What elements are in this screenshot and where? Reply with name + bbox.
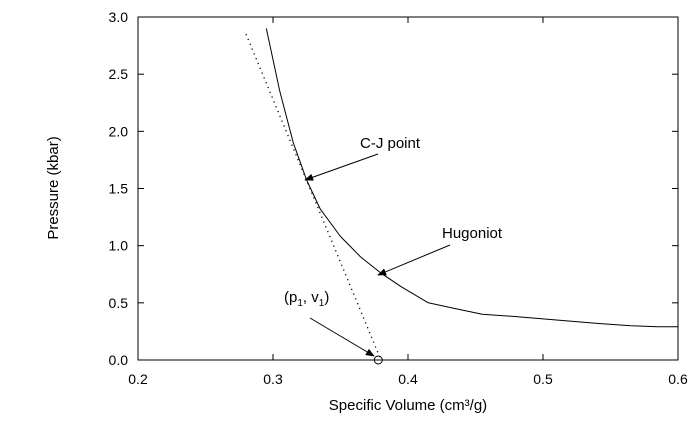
y-tick-label: 2.0 (109, 123, 129, 139)
annotation-cj-point: C-J point (304, 135, 421, 181)
annotation-hugoniot-label: Hugoniot (442, 225, 503, 242)
annotation-p1-v1: (p1, v1) (284, 289, 375, 357)
x-axis-ticks: 0.2 0.3 0.4 0.5 0.6 (128, 17, 688, 387)
plot-frame (137, 16, 679, 361)
y-tick-label: 3.0 (109, 9, 129, 25)
x-tick-label: 0.2 (128, 371, 148, 387)
y-tick-label: 2.5 (109, 66, 129, 82)
initial-state-marker (373, 355, 383, 365)
y-tick-label: 1.5 (109, 181, 129, 197)
x-tick-label: 0.6 (668, 371, 688, 387)
x-tick-label: 0.3 (263, 371, 283, 387)
annotation-cj-point-label: C-J point (360, 135, 421, 152)
annotation-p1-v1-label: (p1, v1) (284, 289, 329, 309)
x-axis-label: Specific Volume (cm³/g) (329, 397, 487, 414)
hugoniot-curve (265, 28, 678, 328)
series-layer (245, 28, 678, 361)
rayleigh-line (245, 33, 382, 361)
y-tick-label: 0.5 (109, 295, 129, 311)
annotation-p1-v1-arrow (309, 317, 375, 357)
x-tick-label: 0.4 (398, 371, 418, 387)
y-axis-label: Pressure (kbar) (45, 136, 62, 239)
y-axis-ticks: 0.0 0.5 1.0 1.5 2.0 2.5 3.0 (109, 9, 678, 368)
y-tick-label: 0.0 (109, 352, 129, 368)
annotation-hugoniot: Hugoniot (377, 225, 503, 276)
annotation-cj-point-arrow (304, 153, 379, 181)
y-tick-label: 1.0 (109, 238, 129, 254)
marker-layer (373, 355, 383, 365)
annotation-hugoniot-arrow (377, 244, 451, 276)
x-tick-label: 0.5 (533, 371, 553, 387)
